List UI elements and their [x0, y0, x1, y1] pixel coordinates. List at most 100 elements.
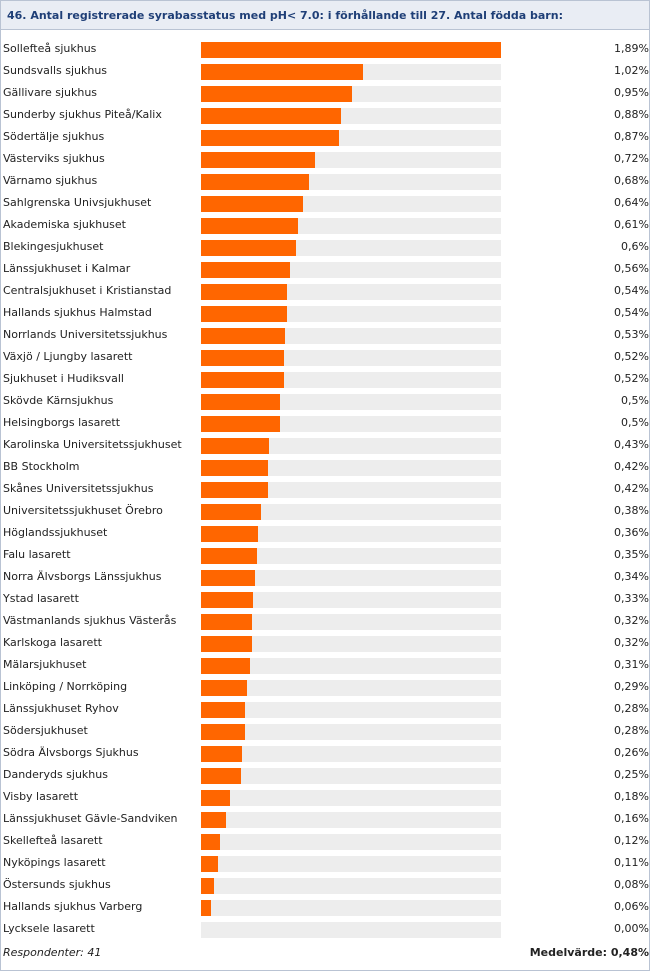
category-label: Södersjukhuset: [3, 724, 88, 737]
bar-row: Skövde Kärnsjukhus 0,5%: [1, 390, 649, 412]
bar: [201, 64, 363, 80]
bar-track: [201, 922, 501, 938]
bar-row: Falu lasarett 0,35%: [1, 544, 649, 566]
bar: [201, 570, 255, 586]
bar: [201, 482, 268, 498]
value-label: 1,89%: [614, 42, 649, 55]
category-label: Lycksele lasarett: [3, 922, 95, 935]
bar-rows: Sollefteå sjukhus 1,89% Sundsvalls sjukhus…: [1, 38, 649, 940]
bar-row: Lycksele lasarett 0,00%: [1, 918, 649, 940]
bar: [201, 680, 248, 696]
bar: [201, 262, 290, 278]
category-label: Västmanlands sjukhus Västerås: [3, 614, 177, 627]
bar-track: [201, 372, 501, 388]
bar-track: [201, 658, 501, 674]
value-label: 0,95%: [614, 86, 649, 99]
category-label: Falu lasarett: [3, 548, 71, 561]
category-label: Länssjukhuset i Kalmar: [3, 262, 131, 275]
bar-track: [201, 856, 501, 872]
value-label: 0,87%: [614, 130, 649, 143]
bar-row: Sunderby sjukhus Piteå/Kalix 0,88%: [1, 104, 649, 126]
bar-track: [201, 86, 501, 102]
bar-row: Karlskoga lasarett 0,32%: [1, 632, 649, 654]
bar: [201, 218, 298, 234]
bar-row: Norrlands Universitetssjukhus 0,53%: [1, 324, 649, 346]
value-label: 0,25%: [614, 768, 649, 781]
bar-row: Växjö / Ljungby lasarett 0,52%: [1, 346, 649, 368]
bar: [201, 174, 309, 190]
bar-row: Danderyds sjukhus 0,25%: [1, 764, 649, 786]
value-label: 1,02%: [614, 64, 649, 77]
category-label: Norrlands Universitetssjukhus: [3, 328, 168, 341]
bar-track: [201, 240, 501, 256]
category-label: Danderyds sjukhus: [3, 768, 108, 781]
bar-row: Centralsjukhuset i Kristianstad 0,54%: [1, 280, 649, 302]
bar-row: Länssjukhuset Ryhov 0,28%: [1, 698, 649, 720]
bar-track: [201, 636, 501, 652]
value-label: 0,54%: [614, 306, 649, 319]
bar: [201, 394, 281, 410]
value-label: 0,00%: [614, 922, 649, 935]
value-label: 0,18%: [614, 790, 649, 803]
value-label: 0,26%: [614, 746, 649, 759]
category-label: Östersunds sjukhus: [3, 878, 111, 891]
bar: [201, 636, 252, 652]
bar: [201, 416, 281, 432]
bar-track: [201, 350, 501, 366]
value-label: 0,32%: [614, 636, 649, 649]
respondents-count: Respondenter: 41: [3, 946, 102, 959]
bar-track: [201, 174, 501, 190]
bar-track: [201, 570, 501, 586]
bar-row: Västmanlands sjukhus Västerås 0,32%: [1, 610, 649, 632]
category-label: Karlskoga lasarett: [3, 636, 102, 649]
bar: [201, 328, 286, 344]
category-label: Södra Älvsborgs Sjukhus: [3, 746, 139, 759]
bar-track: [201, 878, 501, 894]
category-label: Sollefteå sjukhus: [3, 42, 97, 55]
category-label: Skånes Universitetssjukhus: [3, 482, 154, 495]
bar: [201, 504, 262, 520]
bar: [201, 812, 227, 828]
category-label: Värnamo sjukhus: [3, 174, 98, 187]
bar: [201, 372, 284, 388]
bar: [201, 108, 341, 124]
value-label: 0,42%: [614, 482, 649, 495]
value-label: 0,54%: [614, 284, 649, 297]
bar: [201, 130, 340, 146]
category-label: Höglandssjukhuset: [3, 526, 108, 539]
bar-row: Länssjukhuset Gävle-Sandviken 0,16%: [1, 808, 649, 830]
value-label: 0,38%: [614, 504, 649, 517]
category-label: BB Stockholm: [3, 460, 80, 473]
value-label: 0,08%: [614, 878, 649, 891]
bar-row: Visby lasarett 0,18%: [1, 786, 649, 808]
value-label: 0,16%: [614, 812, 649, 825]
chart-title: 46. Antal registrerade syrabasstatus med…: [1, 1, 649, 30]
value-label: 0,28%: [614, 724, 649, 737]
value-label: 0,31%: [614, 658, 649, 671]
bar-row: Södra Älvsborgs Sjukhus 0,26%: [1, 742, 649, 764]
value-label: 0,6%: [621, 240, 649, 253]
bar: [201, 306, 287, 322]
bar-row: Sollefteå sjukhus 1,89%: [1, 38, 649, 60]
bar-track: [201, 526, 501, 542]
bar: [201, 834, 221, 850]
value-label: 0,43%: [614, 438, 649, 451]
bar-track: [201, 284, 501, 300]
value-label: 0,53%: [614, 328, 649, 341]
category-label: Blekingesjukhuset: [3, 240, 104, 253]
category-label: Ystad lasarett: [3, 592, 79, 605]
value-label: 0,5%: [621, 394, 649, 407]
bar-track: [201, 218, 501, 234]
category-label: Länssjukhuset Gävle-Sandviken: [3, 812, 178, 825]
bar: [201, 724, 246, 740]
category-label: Sundsvalls sjukhus: [3, 64, 108, 77]
category-label: Växjö / Ljungby lasarett: [3, 350, 133, 363]
bar-row: Hallands sjukhus Varberg 0,06%: [1, 896, 649, 918]
bar-track: [201, 196, 501, 212]
bar-track: [201, 438, 501, 454]
bar-row: Sahlgrenska Univsjukhuset 0,64%: [1, 192, 649, 214]
bar-row: Skellefteå lasarett 0,12%: [1, 830, 649, 852]
bar: [201, 592, 254, 608]
category-label: Centralsjukhuset i Kristianstad: [3, 284, 172, 297]
